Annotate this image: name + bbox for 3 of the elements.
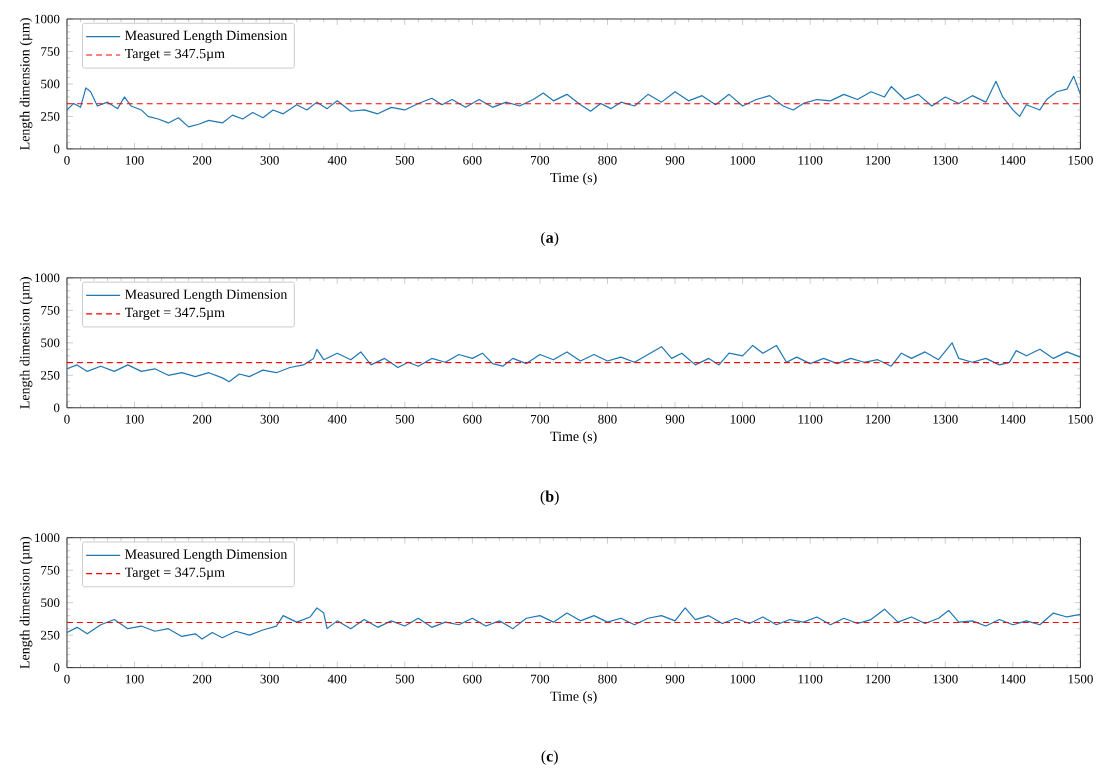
line-series [66,342,1081,383]
line-series [66,607,1081,640]
line-series [66,75,1081,128]
